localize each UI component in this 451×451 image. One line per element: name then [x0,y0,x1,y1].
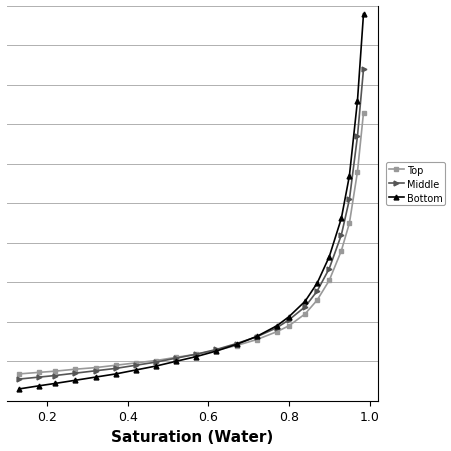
Middle [314,289,319,294]
Top [338,249,343,254]
Top [92,365,98,371]
Middle [326,266,331,272]
Top [37,370,42,375]
Top [133,360,138,366]
Bottom [285,314,291,320]
Top [314,298,319,303]
Middle [153,359,158,365]
Top [253,337,259,342]
Middle [354,134,359,140]
Bottom [16,387,22,392]
Top [16,371,22,377]
Middle [193,352,198,357]
Top [113,363,118,368]
Top [346,221,351,226]
Top [73,367,78,372]
Top [274,329,279,335]
Middle [213,347,219,352]
Bottom [354,99,359,104]
Middle [37,374,42,380]
Top [326,278,331,283]
Top [153,358,158,364]
Top [213,348,219,353]
Bottom [314,281,319,286]
Bottom [360,12,365,18]
Bottom [173,359,179,364]
Top [360,110,365,116]
Middle [338,233,343,238]
Top [285,323,291,329]
Top [302,312,307,317]
Top [173,355,179,360]
Bottom [274,323,279,329]
Bottom [153,364,158,369]
Line: Middle: Middle [17,68,365,382]
Bottom [302,299,307,304]
Middle [113,366,118,371]
Middle [16,377,22,382]
Bottom [133,368,138,373]
Middle [73,371,78,376]
Middle [285,318,291,323]
Line: Bottom: Bottom [17,12,365,391]
Bottom [73,377,78,383]
Top [233,343,239,349]
Middle [346,197,351,202]
Middle [253,334,259,340]
Bottom [233,342,239,347]
Top [52,368,58,374]
Top [193,352,198,357]
Bottom [92,374,98,380]
Bottom [37,383,42,389]
Bottom [213,349,219,354]
X-axis label: Saturation (Water): Saturation (Water) [111,429,273,444]
Middle [233,341,239,346]
Bottom [326,254,331,260]
Bottom [52,381,58,386]
Bottom [253,334,259,340]
Bottom [193,354,198,359]
Bottom [338,216,343,221]
Middle [173,356,179,361]
Middle [52,373,58,378]
Line: Top: Top [17,111,365,377]
Middle [274,325,279,331]
Middle [133,363,138,368]
Middle [360,67,365,73]
Top [354,170,359,175]
Bottom [346,174,351,179]
Middle [92,368,98,374]
Bottom [113,371,118,377]
Legend: Top, Middle, Bottom: Top, Middle, Bottom [385,162,444,206]
Middle [302,304,307,310]
